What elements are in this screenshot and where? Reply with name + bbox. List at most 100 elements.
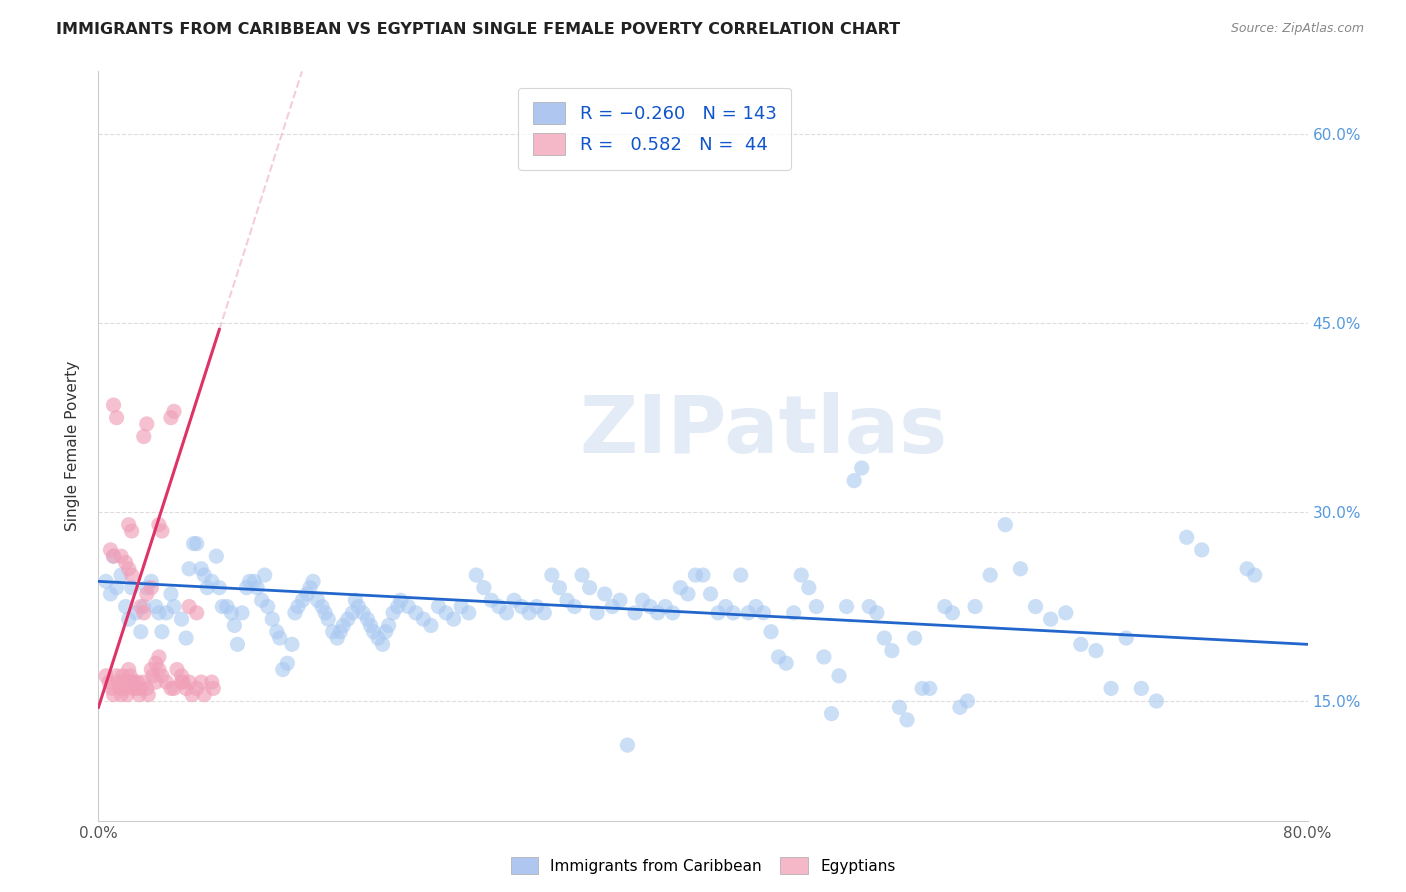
Point [322, 624, 344, 639]
Point [745, 599, 768, 614]
Point [231, 606, 253, 620]
Point [965, 599, 987, 614]
Point [193, 688, 215, 702]
Point [578, 581, 600, 595]
Point [405, 606, 427, 620]
Point [540, 568, 562, 582]
Point [783, 606, 806, 620]
Point [235, 581, 257, 595]
Point [224, 618, 246, 632]
Point [110, 568, 132, 582]
Text: IMMIGRANTS FROM CARIBBEAN VS EGYPTIAN SINGLE FEMALE POVERTY CORRELATION CHART: IMMIGRANTS FROM CARIBBEAN VS EGYPTIAN SI… [56, 22, 900, 37]
Point [121, 568, 143, 582]
Point [148, 517, 170, 532]
Point [201, 574, 224, 589]
Point [427, 599, 450, 614]
Point [202, 681, 225, 696]
Point [98, 675, 121, 690]
Point [239, 574, 262, 589]
Point [125, 681, 148, 696]
Point [517, 606, 540, 620]
Point [714, 599, 737, 614]
Text: Source: ZipAtlas.com: Source: ZipAtlas.com [1230, 22, 1364, 36]
Point [186, 681, 208, 696]
Point [127, 675, 149, 690]
Point [110, 688, 132, 702]
Point [174, 681, 197, 696]
Point [105, 669, 128, 683]
Point [685, 568, 707, 582]
Point [250, 593, 273, 607]
Point [94, 669, 117, 683]
Point [488, 599, 510, 614]
Point [904, 631, 927, 645]
Point [195, 581, 218, 595]
Point [377, 618, 399, 632]
Point [1175, 530, 1198, 544]
Point [295, 587, 318, 601]
Point [125, 606, 148, 620]
Point [186, 606, 208, 620]
Point [179, 562, 201, 576]
Point [101, 681, 124, 696]
Point [481, 593, 503, 607]
Point [155, 675, 177, 690]
Point [160, 587, 183, 601]
Point [122, 681, 145, 696]
Point [141, 574, 163, 589]
Point [949, 700, 972, 714]
Point [828, 669, 851, 683]
Point [344, 593, 367, 607]
Point [145, 675, 167, 690]
Point [647, 606, 669, 620]
Point [450, 599, 472, 614]
Point [105, 581, 128, 595]
Point [163, 599, 186, 614]
Point [396, 599, 419, 614]
Point [858, 599, 880, 614]
Point [287, 599, 309, 614]
Point [118, 612, 141, 626]
Point [775, 657, 797, 671]
Point [170, 612, 193, 626]
Point [555, 593, 578, 607]
Point [472, 581, 495, 595]
Point [174, 631, 197, 645]
Point [314, 606, 336, 620]
Point [129, 599, 152, 614]
Point [412, 612, 434, 626]
Point [118, 517, 141, 532]
Point [170, 675, 193, 690]
Point [1070, 637, 1092, 651]
Point [1024, 599, 1046, 614]
Point [790, 568, 813, 582]
Point [114, 556, 136, 570]
Point [1054, 606, 1077, 620]
Point [269, 631, 291, 645]
Point [342, 606, 364, 620]
Point [347, 599, 370, 614]
Point [163, 681, 186, 696]
Point [363, 624, 385, 639]
Point [495, 606, 517, 620]
Point [889, 700, 911, 714]
Point [135, 587, 157, 601]
Point [276, 657, 298, 671]
Point [356, 612, 378, 626]
Point [737, 606, 759, 620]
Point [654, 599, 676, 614]
Point [135, 417, 157, 431]
Point [510, 599, 533, 614]
Point [107, 675, 129, 690]
Point [190, 675, 212, 690]
Point [129, 624, 152, 639]
Point [121, 524, 143, 538]
Point [918, 681, 941, 696]
Point [284, 606, 307, 620]
Point [253, 568, 276, 582]
Point [148, 663, 170, 677]
Point [103, 398, 125, 412]
Point [669, 581, 692, 595]
Point [616, 738, 638, 752]
Point [221, 606, 243, 620]
